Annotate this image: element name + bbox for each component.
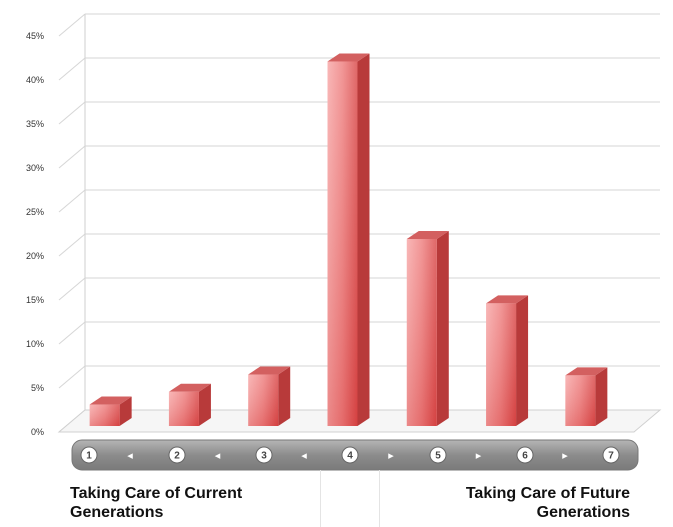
bar-2 <box>168 383 211 426</box>
scale-point-3: 3 <box>255 446 273 464</box>
scale-arrow: ▸ <box>562 449 568 462</box>
scale-arrow: ◂ <box>127 449 133 462</box>
grid-line-depth <box>58 189 86 213</box>
scale-point-4: 4 <box>341 446 359 464</box>
bar-chart: 0% 5% 10% 15% 20% 25% 30% 35% 40% 45% 1 2 3 4 5 6 7 ◂ ◂ ◂ ▸… <box>26 13 662 471</box>
scale-point-circle <box>516 446 534 464</box>
scale-point-circle <box>341 446 359 464</box>
bar-side <box>278 366 291 426</box>
y-tick-label: 30% <box>26 163 44 173</box>
bar-front-shade <box>406 239 437 426</box>
scale-point-6: 6 <box>516 446 534 464</box>
bar-1 <box>89 396 132 426</box>
bar-side <box>516 295 529 426</box>
bar-front-shade <box>327 61 358 426</box>
y-axis: 0% 5% 10% 15% 20% 25% 30% 35% 40% 45% <box>26 31 44 437</box>
scale-arrow: ▸ <box>476 449 482 462</box>
bar-top <box>565 367 608 376</box>
bar-top <box>327 53 370 62</box>
scale-point-circle <box>168 446 186 464</box>
grid-line-depth <box>58 233 86 257</box>
scale-point-label: 6 <box>522 451 528 462</box>
bar-front-shade <box>565 375 596 426</box>
grid-line-depth <box>58 101 86 125</box>
bar-top <box>406 231 449 240</box>
y-tick-label: 25% <box>26 207 44 217</box>
label-future-generations: Taking Care of Future Generations <box>465 485 630 521</box>
grid-line-depth <box>58 365 86 389</box>
y-tick-label: 35% <box>26 119 44 129</box>
bars <box>89 53 608 426</box>
scale-point-2: 2 <box>168 446 186 464</box>
bar-6 <box>486 295 529 426</box>
scale-arrow: ◂ <box>301 449 307 462</box>
scale-point-label: 2 <box>174 451 180 462</box>
scale-point-circle <box>80 446 98 464</box>
y-tick-label: 20% <box>26 251 44 261</box>
scale-point-5: 5 <box>429 446 447 464</box>
scale-arrow: ◂ <box>215 449 221 462</box>
grid-line-depth <box>58 321 86 345</box>
scale-point-circle <box>255 446 273 464</box>
scale-bar: 1 2 3 4 5 6 7 ◂ ◂ ◂ ▸ ▸ ▸ <box>71 439 639 471</box>
bar-front-shade <box>486 303 517 426</box>
bar-top <box>248 366 291 375</box>
bar-7 <box>565 367 608 426</box>
bar-4 <box>327 53 370 426</box>
bar-top <box>168 383 211 392</box>
y-tick-label: 45% <box>26 31 44 41</box>
bar-side <box>436 231 449 426</box>
bar-front-shade <box>248 374 279 426</box>
bar-side <box>198 383 211 426</box>
scale-point-1: 1 <box>80 446 98 464</box>
grid-line-depth <box>58 13 86 37</box>
bar-front-shade <box>168 391 199 426</box>
scale-point-7: 7 <box>602 446 620 464</box>
scale-arrow: ▸ <box>388 449 394 462</box>
divider-left <box>320 470 321 527</box>
scale-point-label: 1 <box>86 451 92 462</box>
scale-point-label: 5 <box>435 451 441 462</box>
bar-5 <box>406 231 449 426</box>
bar-3 <box>248 366 291 426</box>
scale-point-circle <box>429 446 447 464</box>
bar-side <box>119 396 132 426</box>
grid-line-depth <box>58 145 86 169</box>
bar-top <box>89 396 132 405</box>
bar-side <box>357 53 370 426</box>
bar-front-shade <box>89 404 120 426</box>
scale-point-circle <box>602 446 620 464</box>
divider-right <box>379 470 380 527</box>
y-tick-label: 0% <box>31 427 44 437</box>
bar-side <box>595 367 608 426</box>
y-tick-label: 15% <box>26 295 44 305</box>
bar-top <box>486 295 529 304</box>
scale-point-label: 3 <box>261 451 267 462</box>
grid-line-depth <box>58 57 86 81</box>
scale-point-label: 7 <box>608 451 614 462</box>
grid-line-depth <box>58 277 86 301</box>
y-tick-label: 5% <box>31 383 44 393</box>
label-current-generations: Taking Care of Current Generations <box>70 485 243 521</box>
y-tick-label: 10% <box>26 339 44 349</box>
scale-point-label: 4 <box>347 451 353 462</box>
y-tick-label: 40% <box>26 75 44 85</box>
